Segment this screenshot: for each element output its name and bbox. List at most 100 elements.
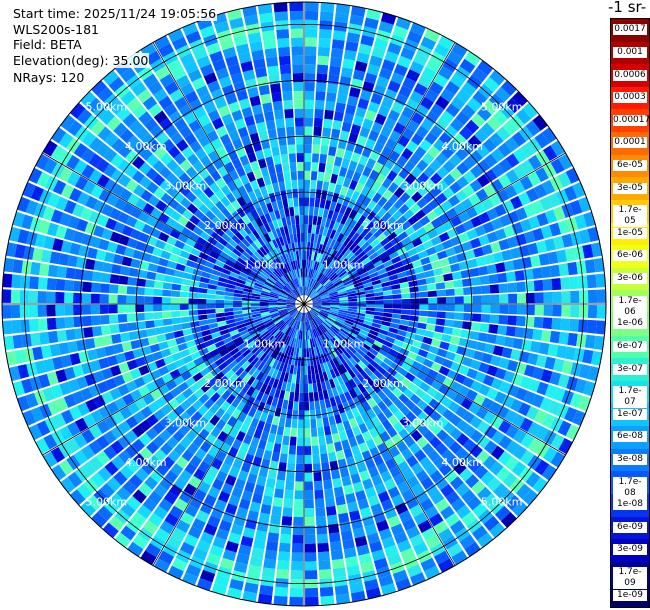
radar-cell (373, 141, 385, 154)
radar-cell (286, 304, 296, 307)
radar-cell (210, 426, 222, 438)
radar-cell (435, 95, 450, 110)
radar-cell (244, 235, 254, 245)
radar-cell (343, 547, 357, 559)
radar-cell (194, 263, 205, 271)
radar-cell (182, 354, 193, 365)
radar-cell (480, 285, 491, 295)
radar-cell (570, 304, 580, 318)
radar-cell (222, 246, 232, 256)
radar-cell (451, 271, 462, 280)
radar-cell (220, 400, 231, 412)
radar-cell (275, 370, 282, 380)
radar-cell (267, 251, 275, 261)
radar-cell (11, 274, 22, 289)
radar-cell (321, 265, 329, 275)
radar-cell (525, 120, 541, 137)
radar-cell (445, 512, 460, 527)
radar-cell (229, 347, 240, 356)
radar-cell (198, 251, 209, 261)
radar-cell (300, 268, 303, 278)
radar-cell (362, 166, 373, 178)
radar-cell (366, 304, 376, 308)
radar-cell (126, 295, 136, 304)
radar-cell (354, 262, 364, 270)
radar-cell (385, 336, 396, 344)
colorbar-tick-label: 3e-09 (613, 544, 647, 556)
radar-cell (409, 253, 420, 263)
radar-cell (191, 423, 203, 435)
radar-cell (453, 132, 467, 147)
radar-cell (202, 122, 215, 135)
radar-cell (82, 315, 92, 327)
radar-cell (348, 209, 357, 220)
radar-cell (320, 294, 330, 299)
radar-cell (478, 362, 490, 374)
radar-cell (293, 197, 299, 207)
radar-cell (547, 251, 559, 265)
radar-cell (483, 411, 496, 425)
radar-cell (326, 443, 335, 454)
radar-cell (179, 304, 189, 311)
radar-cell (447, 343, 459, 353)
radar-cell (293, 233, 298, 243)
radar-cell (217, 165, 229, 178)
radar-cell (336, 422, 345, 433)
radar-cell (340, 530, 354, 541)
radar-cell (398, 203, 410, 215)
radar-cell (159, 416, 172, 429)
radar-cell (379, 430, 391, 443)
radar-cell (32, 346, 44, 361)
radar-cell (17, 364, 30, 379)
radar-cell (322, 181, 330, 191)
radar-cell (373, 161, 384, 173)
radar-cell (217, 430, 229, 443)
radar-cell (445, 490, 460, 505)
radar-cell (401, 362, 412, 372)
radar-cell (163, 355, 174, 365)
radar-cell (93, 395, 106, 409)
radar-cell (263, 318, 273, 325)
radar-cell (311, 436, 319, 446)
radar-cell (228, 373, 239, 383)
radar-cell (433, 138, 447, 152)
radar-cell (423, 222, 435, 233)
nrays-text: NRays: 120 (12, 70, 86, 85)
radar-cell (144, 287, 154, 296)
radar-cell (152, 160, 166, 173)
radar-cell (247, 407, 257, 418)
radar-cell (155, 396, 168, 408)
radar-cell (282, 363, 288, 373)
radar-cell (185, 237, 197, 248)
radar-cell (539, 196, 553, 211)
radar-cell (395, 502, 409, 515)
radar-cell (311, 374, 317, 384)
radar-cell (317, 46, 330, 57)
radar-cell (170, 210, 182, 222)
radar-cell (139, 447, 153, 461)
radar-cell (234, 317, 244, 323)
radar-cell (361, 257, 371, 266)
radar-cell (292, 525, 304, 535)
radar-cell (246, 396, 256, 407)
radar-cell (152, 173, 165, 187)
radar-cell (310, 329, 315, 339)
radar-cell (156, 265, 167, 274)
radar-cell (369, 271, 379, 279)
radar-cell (378, 574, 394, 587)
radar-cell (460, 198, 473, 211)
radar-cell (356, 294, 366, 299)
radar-cell (321, 297, 331, 301)
radar-cell (388, 327, 399, 334)
radar-cell (118, 174, 132, 188)
radar-cell (246, 340, 256, 349)
radar-cell (595, 273, 606, 288)
radar-cell (442, 408, 455, 421)
radar-cell (436, 311, 446, 319)
radar-cell (535, 425, 549, 441)
radar-cell (323, 172, 332, 183)
radar-cell (218, 375, 229, 386)
radar-cell (279, 291, 289, 297)
radar-cell (476, 144, 490, 159)
radar-cell (366, 64, 380, 76)
